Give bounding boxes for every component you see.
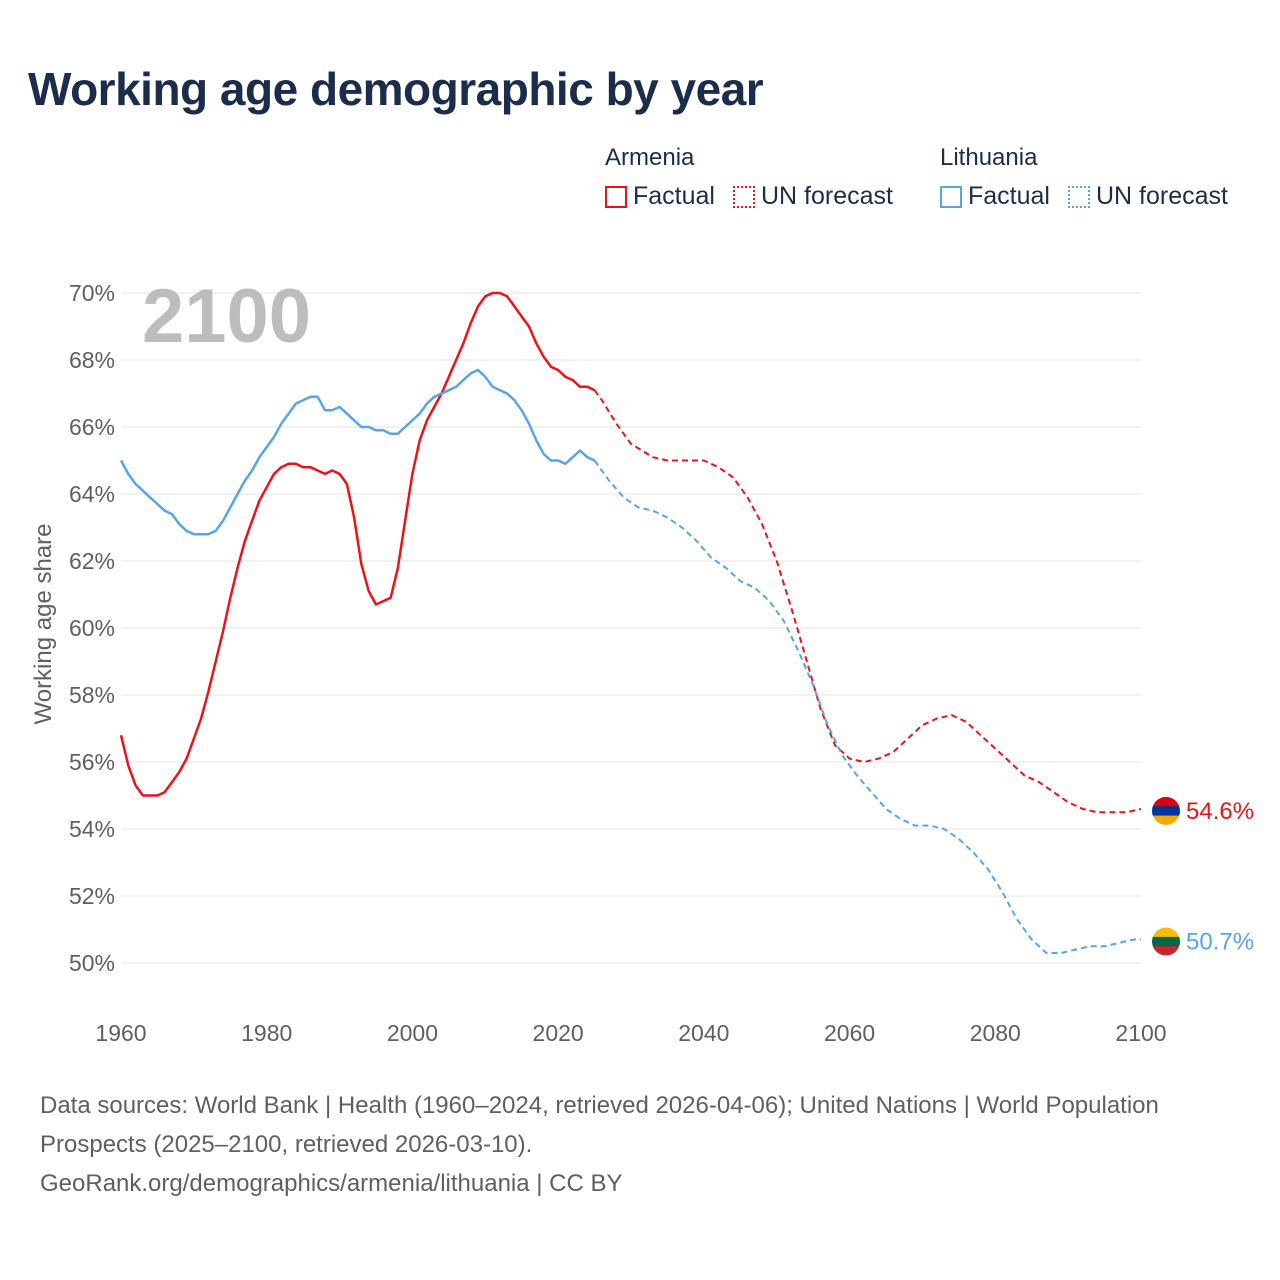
series-line-lithuania-forecast[interactable] <box>593 459 1141 954</box>
line-chart: 70% 68% 66% 64% 62% 60% 58% 56% 54% 52% 50% 1960 19… <box>30 274 1254 1046</box>
legend-label: UN forecast <box>1095 182 1228 210</box>
y-tick-label: 70% <box>69 280 115 306</box>
y-tick-label: 66% <box>69 414 115 440</box>
legend-swatch-solid <box>940 185 962 208</box>
series-line-armenia-factual[interactable] <box>119 291 596 797</box>
y-tick-label: 56% <box>69 749 115 775</box>
page-title: Working age demographic by year <box>28 63 764 115</box>
series-line-armenia-forecast[interactable] <box>593 389 1142 814</box>
legend-lithuania-factual[interactable]: Factual <box>940 182 1050 211</box>
legend-swatch-dotted <box>1067 185 1090 208</box>
end-value-label-lithuania: 50.7% <box>1186 929 1254 956</box>
legend-country-armenia: Armenia <box>605 144 695 171</box>
legend-lithuania-forecast[interactable]: UN forecast <box>1067 182 1228 211</box>
y-tick-label: 60% <box>69 615 115 641</box>
legend-swatch-dotted <box>732 185 755 208</box>
y-axis-label: Working age share <box>30 524 57 725</box>
y-tick-label: 54% <box>69 816 115 842</box>
y-tick-label: 58% <box>69 682 115 708</box>
legend-armenia-factual[interactable]: Factual <box>605 182 715 211</box>
legend-swatch-solid <box>605 185 627 208</box>
data-sources: Data sources: World Bank | Health (1960–… <box>40 1092 1159 1158</box>
y-tick-label: 62% <box>69 548 115 574</box>
legend-armenia-forecast[interactable]: UN forecast <box>732 182 893 211</box>
x-tick-label: 2080 <box>970 1020 1021 1046</box>
x-tick-label: 2000 <box>387 1020 438 1046</box>
footer: Data sources: World Bank | Health (1960–… <box>40 1086 1240 1203</box>
end-value-label-armenia: 54.6% <box>1186 798 1254 825</box>
x-tick-label: 2040 <box>678 1020 729 1046</box>
series-line-lithuania-factual[interactable] <box>119 368 596 536</box>
armenia-flag-icon <box>1152 796 1180 825</box>
x-tick-label: 2060 <box>824 1020 875 1046</box>
x-tick-label: 2020 <box>533 1020 584 1046</box>
lithuania-flag-icon <box>1152 927 1180 956</box>
legend-country-lithuania: Lithuania <box>940 144 1038 171</box>
y-tick-label: 68% <box>69 347 115 373</box>
legend-group-armenia: Armenia Factual UN forecast <box>605 144 893 211</box>
x-tick-label: 2100 <box>1115 1020 1166 1046</box>
y-tick-label: 50% <box>69 950 115 976</box>
y-tick-label: 52% <box>69 883 115 909</box>
legend-label: Factual <box>633 182 715 210</box>
x-tick-label: 1980 <box>241 1020 292 1046</box>
x-tick-label: 1960 <box>95 1020 146 1046</box>
year-watermark: 2100 <box>142 274 311 359</box>
legend-label: UN forecast <box>760 182 893 210</box>
legend-group-lithuania: Lithuania Factual UN forecast <box>940 144 1228 211</box>
legend-label: Factual <box>968 182 1050 210</box>
y-tick-label: 64% <box>69 481 115 507</box>
source-link[interactable]: GeoRank.org/demographics/armenia/lithuan… <box>40 1170 623 1197</box>
